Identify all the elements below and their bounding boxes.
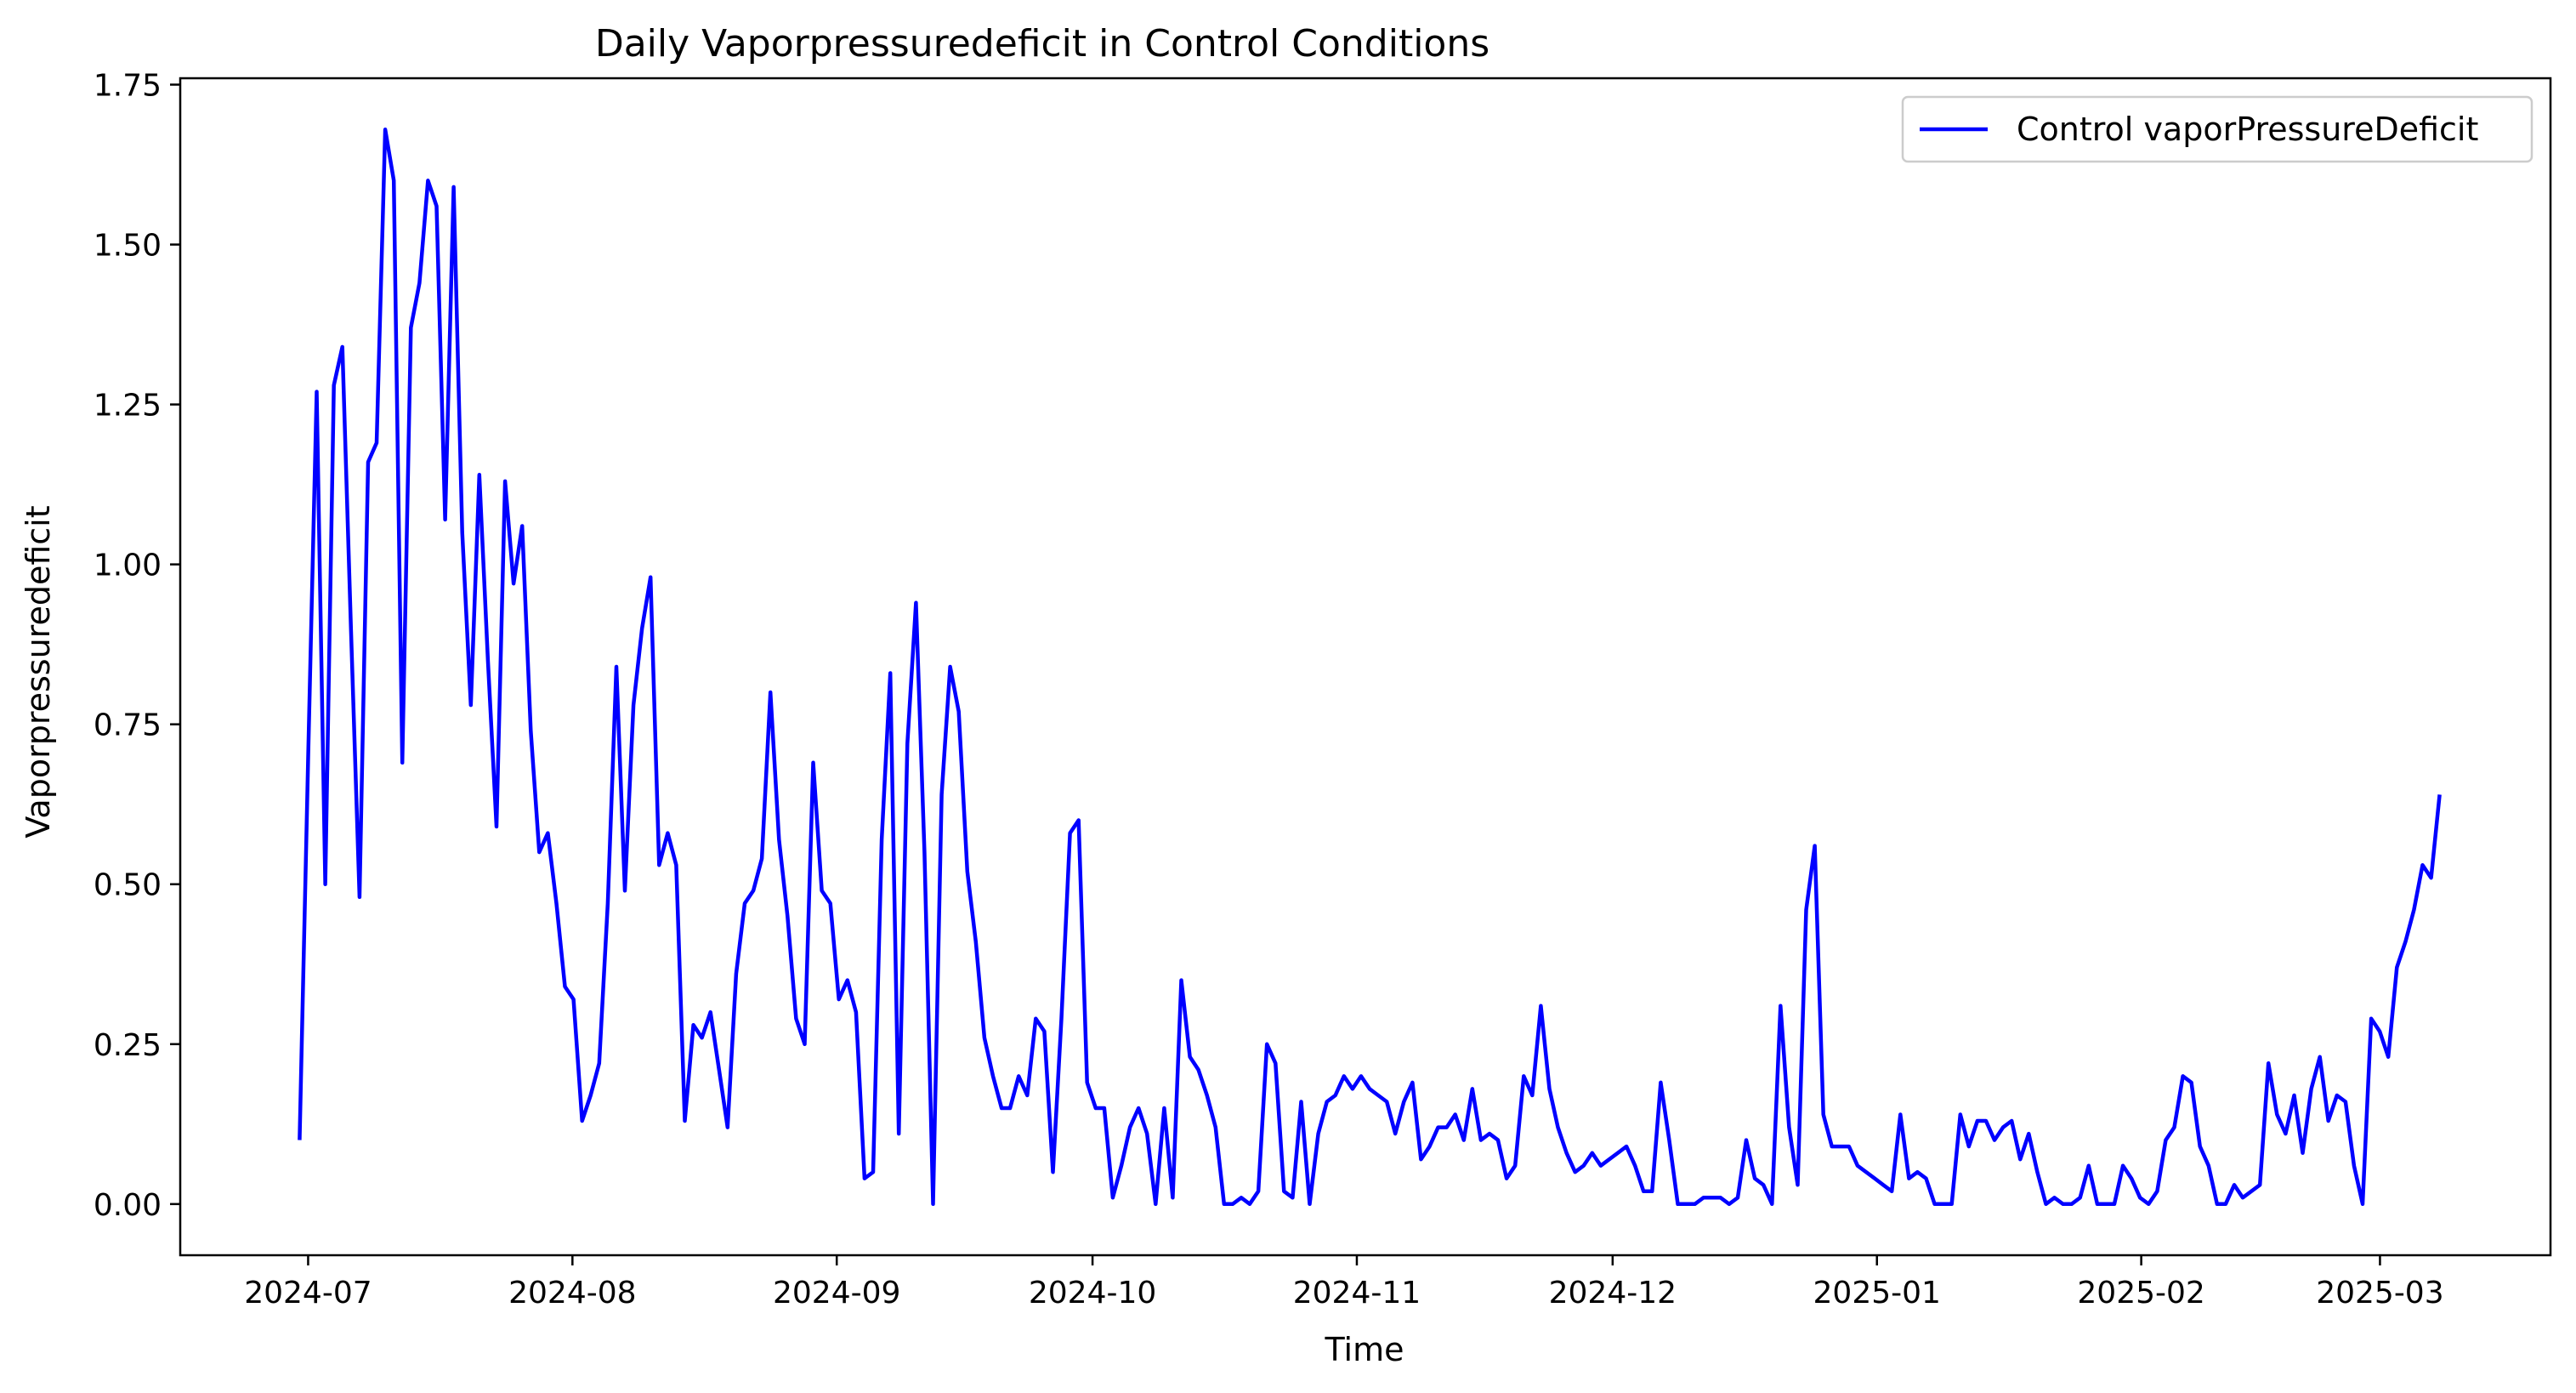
- x-axis-ticks: 2024-07 2024-08 2024-09 2024-10 2024-11 2024-…: [244, 1255, 2444, 1311]
- legend-box: [1901, 95, 2533, 163]
- y-tick-label: 0.75: [94, 708, 162, 743]
- chart-title: Daily Vaporpressuredeficit in Control Co…: [595, 22, 1489, 65]
- y-tick-label: 1.75: [94, 69, 162, 104]
- x-axis-label: Time: [1325, 1331, 1404, 1368]
- y-tick-label: 1.00: [94, 549, 162, 583]
- x-tick-label: 2024-11: [1293, 1276, 1421, 1311]
- y-axis-ticks: 0.00 0.25 0.50 0.75 1.00 1.25 1.50 1.75: [94, 69, 180, 1223]
- legend: Control vaporPressureDeficit: [1901, 95, 2533, 163]
- x-tick-label: 2025-03: [2316, 1276, 2443, 1311]
- y-tick-label: 0.00: [94, 1188, 162, 1223]
- legend-label: Control vaporPressureDeficit: [2017, 111, 2478, 148]
- y-tick-label: 1.50: [94, 229, 162, 264]
- y-axis-label: Vaporpressuredeficit: [20, 505, 57, 838]
- y-tick-label: 0.50: [94, 868, 162, 903]
- y-tick-label: 0.25: [94, 1028, 162, 1063]
- x-tick-label: 2025-02: [2077, 1276, 2204, 1311]
- x-tick-label: 2024-09: [773, 1276, 900, 1311]
- x-tick-label: 2024-08: [508, 1276, 636, 1311]
- series-line: [298, 127, 2442, 1207]
- x-tick-label: 2024-10: [1029, 1276, 1156, 1311]
- plot-area-frame: [179, 77, 2552, 1257]
- x-tick-label: 2025-01: [1813, 1276, 1941, 1311]
- y-tick-label: 1.25: [94, 389, 162, 424]
- x-tick-label: 2024-07: [244, 1276, 372, 1311]
- x-tick-label: 2024-12: [1549, 1276, 1677, 1311]
